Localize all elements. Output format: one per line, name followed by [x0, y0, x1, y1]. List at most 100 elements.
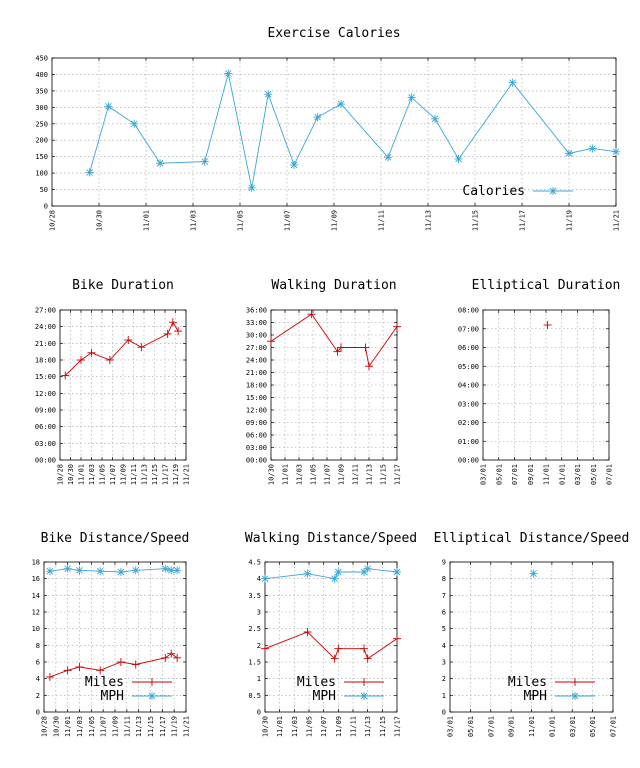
elliptical-duration-xtick-label: 07/01	[606, 464, 614, 485]
walking-duration-xtick-label: 11/17	[394, 464, 402, 485]
bike-distance-speed-xtick-label: 10/28	[41, 716, 49, 737]
walking-duration-series-0	[267, 310, 401, 371]
walking-distance-speed-xtick-label: 11/11	[350, 716, 358, 737]
walking-distance-speed-xtick-label: 11/13	[364, 716, 372, 737]
calories-ytick-label: 400	[35, 71, 48, 79]
bike-distance-speed-xtick-label: 10/30	[52, 716, 60, 737]
walking-duration-data-point	[337, 343, 345, 352]
calories-data-point	[156, 159, 165, 168]
calories-data-point	[313, 113, 322, 122]
bike-duration-ytick-label: 27:00	[35, 307, 56, 315]
walking-distance-speed-ytick-label: 1	[257, 675, 261, 683]
calories-data-point	[431, 114, 440, 123]
bike-duration-xtick-label: 11/07	[109, 464, 117, 485]
walking-distance-speed-data-point	[393, 634, 401, 643]
walking-distance-speed-ytick-label: 0.5	[248, 692, 261, 700]
bike-distance-speed-data-point	[161, 564, 170, 573]
bike-duration-series-line	[64, 321, 179, 376]
bike-distance-speed-ytick-label: 18	[32, 559, 40, 567]
walking-duration-ytick-label: 30:00	[246, 332, 267, 340]
bike-distance-speed-ytick-label: 12	[32, 609, 40, 617]
walking-duration-ytick-label: 36:00	[246, 307, 267, 315]
walking-distance-speed-series-line	[264, 568, 398, 580]
bike-distance-speed-ytick-label: 2	[36, 692, 40, 700]
elliptical-distance-speed-data-point	[529, 569, 538, 578]
walking-duration-ytick-label: 12:00	[246, 407, 267, 415]
bike-distance-speed-xtick-label: 11/19	[171, 716, 179, 737]
bike-distance-speed-data-point	[63, 666, 72, 675]
walking-duration-ytick-label: 18:00	[246, 382, 267, 390]
walking-distance-speed-xtick-label: 11/09	[335, 716, 343, 737]
walking-distance-speed-series-mph	[261, 564, 401, 583]
walking-distance-speed-xtick-label: 11/15	[379, 716, 387, 737]
bike-duration-data-point	[124, 336, 133, 344]
walking-distance-speed-data-point	[303, 628, 312, 636]
bike-duration-ytick-label: 06:00	[35, 423, 56, 431]
walking-distance-speed-ytick-label: 2.5	[248, 625, 261, 633]
bike-distance-speed-data-point	[96, 567, 105, 576]
legend-label-miles: Miles	[297, 675, 336, 690]
bike-duration-xtick-label: 11/15	[151, 464, 159, 485]
bike-duration-data-point	[163, 329, 172, 338]
bike-duration-ytick-label: 09:00	[35, 407, 56, 415]
bike-distance-speed-xtick-label: 11/03	[76, 716, 84, 737]
calories-data-point	[454, 154, 463, 163]
walking-duration-data-point	[361, 343, 370, 352]
bike-distance-speed-xtick-label: 11/05	[88, 716, 96, 737]
walking-distance-speed-ytick-label: 0	[257, 709, 261, 717]
legend-marker-miles	[148, 678, 156, 686]
walking-distance-speed-xtick-label: 11/03	[291, 716, 299, 737]
elliptical-distance-speed-xtick-label: 11/01	[528, 716, 536, 737]
walking-distance-speed-xtick-label: 11/05	[306, 716, 314, 737]
walking-duration-xtick-label: 11/07	[324, 464, 332, 485]
walking-distance-speed-title: Walking Distance/Speed	[245, 531, 417, 546]
legend-marker-calories	[549, 187, 557, 195]
calories-data-point	[290, 160, 299, 169]
bike-distance-speed-data-point	[63, 564, 72, 573]
calories-data-point	[407, 93, 416, 102]
bike-duration-xtick-label: 11/11	[130, 464, 138, 485]
elliptical-duration-xtick-label: 07/01	[511, 464, 519, 485]
calories-ytick-label: 300	[35, 104, 48, 112]
walking-distance-speed-chart: Walking Distance/Speed 0 0.5 1 1.5 2 2.5 3 3.5 4 4…	[245, 531, 417, 737]
bike-duration-data-point	[87, 348, 96, 357]
bike-duration-xtick-label: 10/30	[67, 464, 75, 485]
bike-duration-xtick-label: 11/19	[172, 464, 180, 485]
legend-label-miles: Miles	[508, 675, 547, 690]
bike-distance-speed-data-point	[75, 663, 84, 671]
calories-data-point	[224, 69, 233, 78]
elliptical-distance-speed-data-point	[529, 691, 538, 700]
walking-distance-speed-series-miles	[261, 628, 401, 663]
elliptical-duration-ytick-label: 05:00	[458, 363, 479, 371]
calories-ytick-label: 0	[44, 203, 48, 211]
walking-duration-ytick-label: 00:00	[246, 457, 267, 465]
bike-distance-speed-data-point	[173, 566, 182, 575]
elliptical-duration-ytick-label: 07:00	[458, 325, 479, 333]
bike-distance-speed-series-miles	[45, 649, 182, 681]
bike-duration-ytick-label: 21:00	[35, 340, 56, 348]
bike-distance-speed-data-point	[167, 566, 176, 575]
walking-duration-plot-frame	[270, 309, 398, 461]
calories-data-point	[565, 149, 573, 158]
walking-duration-ytick-label: 09:00	[246, 419, 267, 427]
bike-duration-ytick-label: 12:00	[35, 390, 56, 398]
walking-distance-speed-data-point	[261, 644, 269, 653]
legend-label-calories: Calories	[462, 184, 525, 199]
calories-xtick-label: 11/13	[425, 210, 433, 231]
bike-distance-speed-xtick-label: 11/07	[100, 716, 108, 737]
bike-duration-ytick-label: 15:00	[35, 373, 56, 381]
calories-ytick-label: 50	[40, 186, 48, 194]
walking-distance-speed-ytick-label: 1.5	[248, 659, 261, 667]
bike-duration-ytick-label: 00:00	[35, 457, 56, 465]
bike-distance-speed-data-point	[161, 653, 170, 662]
bike-duration-data-point	[105, 356, 114, 364]
elliptical-distance-speed-xtick-label: 01/01	[548, 716, 556, 737]
calories-data-point	[264, 90, 273, 99]
elliptical-duration-chart: Elliptical Duration 00:00 01:00 02:00 03:00 0…	[458, 278, 620, 485]
elliptical-distance-speed-ytick-label: 3	[442, 659, 446, 667]
bike-distance-speed-data-point	[45, 567, 54, 576]
walking-distance-speed-data-point	[334, 568, 343, 576]
bike-duration-data-point	[137, 343, 146, 352]
calories-xtick-label: 11/15	[472, 210, 480, 231]
bike-duration-data-point	[174, 327, 183, 336]
